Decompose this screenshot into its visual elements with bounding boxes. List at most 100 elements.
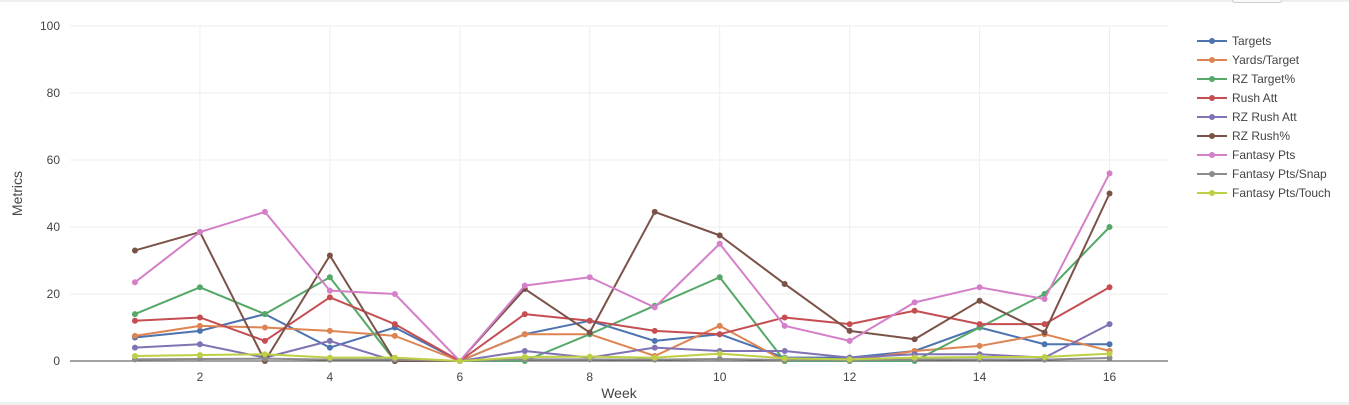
- data-point[interactable]: [196, 322, 203, 329]
- data-point[interactable]: [521, 353, 528, 360]
- data-point[interactable]: [521, 311, 528, 318]
- legend-label: Fantasy Pts: [1232, 148, 1295, 162]
- data-point[interactable]: [1106, 284, 1113, 291]
- data-point[interactable]: [651, 337, 658, 344]
- data-point[interactable]: [976, 284, 983, 291]
- data-point[interactable]: [261, 355, 268, 362]
- data-point[interactable]: [716, 355, 723, 362]
- data-point[interactable]: [846, 337, 853, 344]
- data-point[interactable]: [716, 350, 723, 357]
- legend-item[interactable]: RZ Rush%: [1197, 129, 1290, 143]
- data-point[interactable]: [326, 252, 333, 259]
- data-point[interactable]: [261, 311, 268, 318]
- data-point[interactable]: [261, 324, 268, 331]
- data-point[interactable]: [781, 280, 788, 287]
- data-point[interactable]: [1106, 190, 1113, 197]
- data-point[interactable]: [326, 327, 333, 334]
- axes: 0 20 40 60 80 100 2 4 6 8 10 12 14 16: [40, 19, 1168, 384]
- data-point[interactable]: [326, 294, 333, 301]
- legend-item[interactable]: Yards/Target: [1197, 53, 1300, 67]
- data-point[interactable]: [846, 321, 853, 328]
- data-point[interactable]: [456, 358, 463, 364]
- data-point[interactable]: [1106, 350, 1113, 357]
- data-point[interactable]: [196, 284, 203, 291]
- data-point[interactable]: [326, 287, 333, 294]
- data-point[interactable]: [521, 331, 528, 338]
- data-point[interactable]: [131, 332, 138, 339]
- data-point[interactable]: [586, 274, 593, 281]
- legend-item[interactable]: Fantasy Pts/Touch: [1197, 186, 1331, 200]
- data-point[interactable]: [196, 229, 203, 236]
- data-point[interactable]: [391, 291, 398, 297]
- data-point[interactable]: [131, 247, 138, 254]
- toolbar-button[interactable]: [1232, 0, 1282, 3]
- data-point[interactable]: [1041, 341, 1048, 348]
- data-point[interactable]: [196, 341, 203, 348]
- legend-item[interactable]: Targets: [1197, 34, 1271, 48]
- data-point[interactable]: [911, 307, 918, 314]
- data-point[interactable]: [1106, 321, 1113, 328]
- data-point[interactable]: [131, 344, 138, 351]
- x-axis-title: Week: [601, 385, 638, 401]
- data-point[interactable]: [651, 208, 658, 215]
- data-point[interactable]: [326, 337, 333, 344]
- legend-item[interactable]: RZ Target%: [1197, 72, 1295, 86]
- data-point[interactable]: [911, 336, 918, 343]
- data-point[interactable]: [781, 347, 788, 354]
- data-point[interactable]: [261, 337, 268, 344]
- data-point[interactable]: [391, 332, 398, 339]
- data-point[interactable]: [131, 279, 138, 286]
- data-point[interactable]: [521, 282, 528, 289]
- data-point[interactable]: [326, 274, 333, 281]
- data-point[interactable]: [326, 354, 333, 361]
- data-point[interactable]: [911, 299, 918, 306]
- data-point[interactable]: [846, 327, 853, 334]
- data-point[interactable]: [261, 208, 268, 215]
- data-point[interactable]: [196, 351, 203, 358]
- data-point[interactable]: [846, 356, 853, 363]
- data-point[interactable]: [1041, 296, 1048, 303]
- data-point[interactable]: [586, 317, 593, 324]
- data-point[interactable]: [716, 232, 723, 239]
- data-point[interactable]: [716, 331, 723, 338]
- data-point[interactable]: [1106, 224, 1113, 230]
- legend-item[interactable]: Fantasy Pts: [1197, 148, 1295, 162]
- data-point[interactable]: [781, 355, 788, 362]
- legend[interactable]: Targets Yards/Target RZ Target% Rush Att RZ …: [1197, 34, 1331, 200]
- data-point[interactable]: [326, 344, 333, 351]
- data-point[interactable]: [651, 304, 658, 311]
- data-point[interactable]: [651, 354, 658, 361]
- data-point[interactable]: [976, 297, 983, 304]
- data-point[interactable]: [976, 342, 983, 349]
- data-point[interactable]: [716, 322, 723, 329]
- data-point[interactable]: [261, 351, 268, 358]
- data-point[interactable]: [911, 354, 918, 361]
- data-point[interactable]: [391, 321, 398, 328]
- data-point[interactable]: [651, 327, 658, 334]
- data-point[interactable]: [586, 329, 593, 336]
- data-point[interactable]: [781, 322, 788, 329]
- data-point[interactable]: [131, 317, 138, 324]
- data-point[interactable]: [586, 353, 593, 360]
- legend-item[interactable]: Fantasy Pts/Snap: [1197, 167, 1327, 181]
- data-point[interactable]: [976, 353, 983, 360]
- data-point[interactable]: [521, 347, 528, 354]
- data-point[interactable]: [196, 314, 203, 321]
- data-point[interactable]: [651, 344, 658, 351]
- data-point[interactable]: [1106, 354, 1113, 361]
- legend-item[interactable]: RZ Rush Att: [1197, 110, 1297, 124]
- data-point[interactable]: [1041, 329, 1048, 336]
- data-point[interactable]: [716, 240, 723, 247]
- data-point[interactable]: [196, 327, 203, 334]
- data-point[interactable]: [716, 274, 723, 281]
- data-point[interactable]: [131, 311, 138, 318]
- data-point[interactable]: [1106, 170, 1113, 177]
- data-point[interactable]: [391, 354, 398, 361]
- data-point[interactable]: [976, 321, 983, 328]
- data-point[interactable]: [781, 314, 788, 321]
- data-point[interactable]: [1041, 321, 1048, 328]
- legend-item[interactable]: Rush Att: [1197, 91, 1278, 105]
- data-point[interactable]: [131, 352, 138, 359]
- data-point[interactable]: [1106, 341, 1113, 348]
- data-point[interactable]: [1041, 353, 1048, 360]
